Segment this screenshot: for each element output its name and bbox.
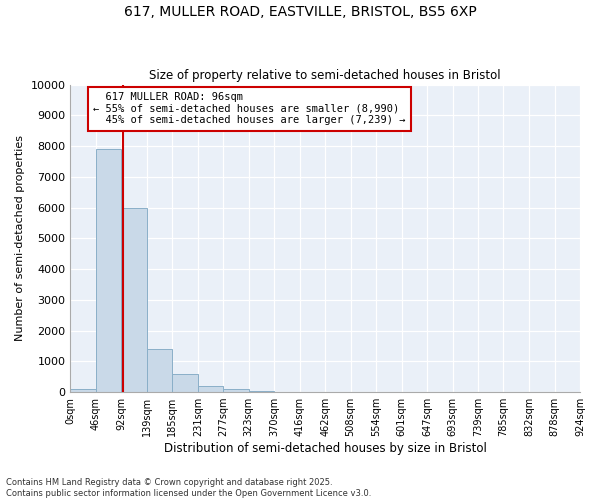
Bar [223, 389, 248, 392]
Text: Contains HM Land Registry data © Crown copyright and database right 2025.
Contai: Contains HM Land Registry data © Crown c… [6, 478, 371, 498]
Bar [198, 386, 223, 392]
Bar [121, 208, 147, 392]
Bar [248, 391, 274, 392]
Y-axis label: Number of semi-detached properties: Number of semi-detached properties [15, 136, 25, 342]
Bar [147, 349, 172, 392]
Title: Size of property relative to semi-detached houses in Bristol: Size of property relative to semi-detach… [149, 69, 501, 82]
Bar [96, 149, 121, 392]
Bar [172, 374, 198, 392]
Text: 617 MULLER ROAD: 96sqm
← 55% of semi-detached houses are smaller (8,990)
  45% o: 617 MULLER ROAD: 96sqm ← 55% of semi-det… [93, 92, 406, 126]
Text: 617, MULLER ROAD, EASTVILLE, BRISTOL, BS5 6XP: 617, MULLER ROAD, EASTVILLE, BRISTOL, BS… [124, 5, 476, 19]
X-axis label: Distribution of semi-detached houses by size in Bristol: Distribution of semi-detached houses by … [164, 442, 487, 455]
Bar [70, 389, 96, 392]
